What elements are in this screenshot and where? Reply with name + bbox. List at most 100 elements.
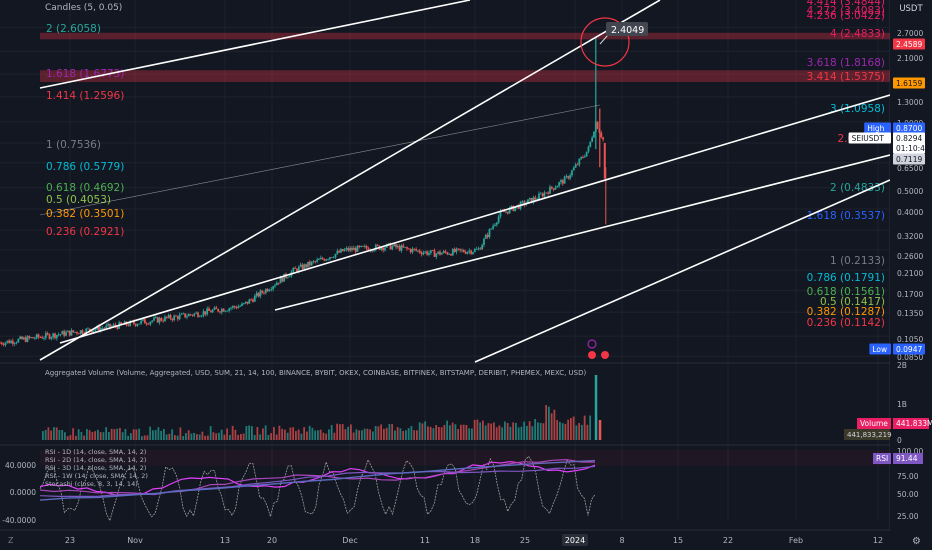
candle-body [184, 313, 187, 318]
candle-body [248, 299, 251, 304]
volume-bar [308, 425, 311, 440]
candle-body [541, 193, 544, 197]
volume-bar [347, 426, 350, 440]
candle-body [549, 186, 551, 194]
candle-body [41, 337, 44, 339]
time-label: 8 [619, 536, 624, 545]
price-badge-value: 0.8294 [896, 134, 922, 143]
volume-bar [589, 415, 592, 440]
candle-body [99, 328, 102, 331]
candle-body [404, 247, 407, 248]
volume-badge [893, 418, 929, 429]
candle-body [206, 308, 209, 315]
fib-label: 1.414 (1.2596) [46, 90, 124, 102]
candle-body [602, 137, 605, 140]
price-badge [893, 122, 925, 134]
candle-body [98, 326, 100, 331]
volume-bar [493, 422, 495, 440]
rsi-lines: RSI - 1D (14, close, SMA, 14, 2)RSI - 2D… [39, 448, 890, 522]
price-badge-value: 01:10:47 [896, 144, 930, 153]
candle-body [505, 211, 507, 213]
candle-body [145, 323, 148, 325]
candle-body [307, 261, 309, 268]
candle-body [162, 320, 165, 322]
candle-body [435, 253, 438, 257]
price-badge-name: SEIUSDT [852, 134, 885, 143]
candle-body [143, 319, 146, 324]
candle-body [539, 193, 542, 195]
candle-body [138, 323, 141, 325]
candle-body [591, 137, 594, 142]
candle-body [6, 340, 9, 343]
volume-bar [149, 426, 152, 440]
volume-bar [58, 429, 61, 440]
volume-bar [264, 425, 267, 440]
volume-bar [333, 432, 336, 440]
volume-bar [388, 424, 391, 440]
candle-body [275, 282, 278, 286]
fib-label: 2 (0.4833) [830, 182, 885, 194]
candle-body [567, 176, 570, 179]
price-badge [893, 38, 925, 50]
trend-line [474, 179, 891, 363]
candle-body [239, 305, 242, 307]
chart-title: Candles (5, 0.05) [45, 3, 123, 13]
price-tick: 0.5000 [897, 187, 923, 196]
candle-body [244, 301, 247, 304]
volume-bar [564, 423, 567, 440]
volume-tick: 2B [897, 361, 907, 370]
volume-bar [108, 432, 110, 440]
candle-body [220, 308, 223, 313]
volume-bar [377, 426, 380, 440]
candle-body [147, 323, 150, 325]
candle-body [376, 244, 379, 246]
candle-body [532, 197, 535, 203]
price-tick: 1.3000 [897, 98, 923, 107]
candle-body [15, 342, 18, 344]
volume-bar [55, 427, 58, 440]
volume-bar [259, 434, 262, 440]
candle-body [585, 151, 588, 157]
candle-body [76, 331, 78, 334]
candle-body [439, 251, 441, 255]
volume-bar [198, 434, 201, 440]
candle-body [297, 266, 300, 272]
candle-body [382, 247, 385, 251]
volume-bar [157, 427, 160, 440]
time-label: Dec [342, 536, 357, 545]
time-label: 15 [673, 536, 683, 545]
candle-body [514, 207, 517, 211]
price-tick: 0.2600 [897, 252, 923, 261]
candle-body [154, 317, 157, 318]
candle-body [354, 247, 357, 252]
candle-body [574, 164, 577, 168]
fib-label: 0.618 (0.4692) [46, 182, 124, 194]
peak-label: 2.4049 [611, 25, 644, 36]
volume-bar [319, 429, 322, 440]
volume-bar [520, 426, 523, 440]
volume-bar [473, 419, 476, 440]
volume-bar [88, 430, 91, 440]
volume-bar [578, 423, 581, 440]
volume-bar [487, 423, 490, 440]
candle-body [259, 290, 262, 297]
volume-bar [168, 433, 171, 440]
volume-bar [526, 425, 528, 440]
candle-body [178, 314, 181, 320]
candle-body [268, 289, 271, 292]
candle-body [17, 338, 20, 343]
price-badge-name-bg [869, 343, 891, 355]
candle-body [263, 292, 265, 294]
volume-bar [204, 435, 207, 440]
volume-bar [385, 427, 388, 440]
candle-body [270, 289, 273, 291]
volume-bar [237, 434, 240, 440]
price-tick: 0.3200 [897, 232, 923, 241]
candle-body [171, 318, 174, 321]
fib-label: 0.236 (0.1142) [807, 317, 885, 329]
fib-label: 4.414 (3.4844) [807, 0, 885, 8]
candle-body [68, 330, 71, 336]
volume-bar [262, 428, 264, 440]
stochastic-line [39, 455, 596, 522]
volume-bar [242, 433, 245, 440]
